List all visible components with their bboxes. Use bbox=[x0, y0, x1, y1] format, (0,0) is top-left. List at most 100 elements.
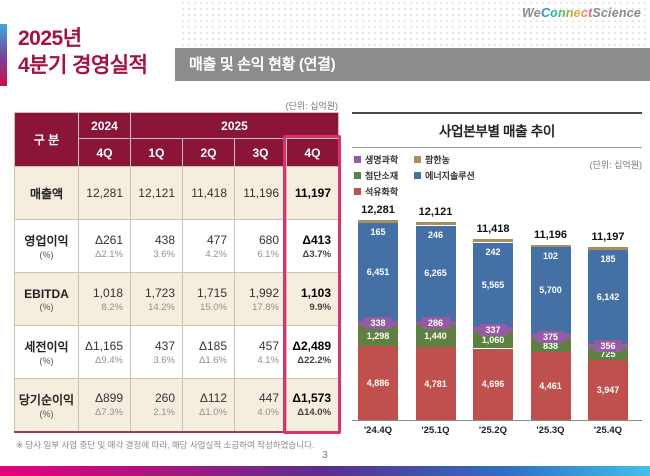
cell-percent: Δ1.6% bbox=[199, 354, 227, 366]
cell-value: 11,197 bbox=[294, 186, 332, 200]
chart-title: 사업본부별 매출 추이 bbox=[352, 112, 642, 148]
table-header-row-quarters: 4Q 1Q 2Q 3Q 4Q bbox=[15, 138, 340, 167]
bar-segment-첨단소재 bbox=[358, 325, 398, 346]
table-cell: Δ413 Δ3.7% bbox=[285, 219, 340, 273]
cell-value: 680 bbox=[258, 232, 279, 247]
bar-segment-팜한농 bbox=[473, 238, 513, 243]
cell-percent: 6.1% bbox=[257, 248, 279, 260]
segment-value-label: 3,947 bbox=[596, 385, 620, 395]
segment-value-label-pamhannong: 242 bbox=[485, 246, 501, 257]
cell-value: 1,018 bbox=[92, 285, 123, 300]
stacked-bar-plot: 4,886 1,298 338 6,451 165 12,281 '24.4Q 4,781 1,… bbox=[352, 110, 642, 440]
segment-value-label: 6,142 bbox=[596, 291, 620, 302]
revenue-chart-panel: 사업본부별 매출 추이 생명과학 첨단소재 석유화학 팜한농 에너지솔루션 (단위: 십… bbox=[352, 110, 642, 440]
table-quarter-header: 1Q bbox=[130, 138, 183, 167]
x-axis-category-label: '24.4Q bbox=[363, 425, 393, 436]
bar-total-label: 11,418 bbox=[476, 222, 510, 235]
slide-title-line2: 4분기 경영실적 bbox=[18, 54, 148, 77]
logo-science: Science bbox=[592, 6, 641, 20]
slide-title: 2025년 4분기 경영실적 bbox=[18, 25, 148, 79]
table-quarter-header: 3Q bbox=[234, 138, 287, 167]
table-cell: 12,281 bbox=[78, 166, 131, 220]
bar-segment-팜한농 bbox=[588, 247, 628, 250]
bar-segment-석유화학 bbox=[473, 348, 513, 420]
cell-value: 1,715 bbox=[196, 285, 227, 300]
bar-total-label: 11,197 bbox=[591, 231, 625, 244]
cell-percent: 4.1% bbox=[257, 354, 279, 366]
financial-table: 구 분 2024 2025 4Q 1Q 2Q 3Q 4Q 매출액 12,281 12,121 11,… bbox=[14, 112, 340, 433]
row-label: 세전이익 (%) bbox=[14, 325, 79, 379]
cell-value: 1,103 bbox=[300, 285, 332, 300]
legend-item: 석유화학 bbox=[354, 185, 398, 198]
table-cell: Δ261 Δ2.1% bbox=[78, 219, 131, 273]
table-cell: 477 4.2% bbox=[182, 219, 235, 273]
table-cell: 260 2.1% bbox=[130, 378, 183, 432]
bar-segment-에너지솔루션 bbox=[415, 225, 456, 321]
cell-value: 11,418 bbox=[191, 186, 227, 200]
cell-percent: 2.1% bbox=[153, 407, 175, 419]
segment-value-label: 6,265 bbox=[424, 268, 447, 279]
segment-value-label: 838 bbox=[542, 340, 559, 351]
legend-item: 첨단소재 bbox=[354, 169, 398, 182]
table-cell: 457 4.1% bbox=[234, 325, 287, 379]
row-label-sub: (%) bbox=[39, 301, 54, 312]
row-label: EBITDA (%) bbox=[14, 272, 79, 326]
page-number: 3 bbox=[322, 450, 328, 461]
bar-segment-석유화학 bbox=[415, 347, 456, 420]
legend-item: 팜한농 bbox=[414, 153, 475, 166]
table-row: EBITDA (%) 1,018 8.2% 1,723 14.2% 1,715 15.0% 1,… bbox=[14, 272, 340, 326]
cell-percent: 4.0% bbox=[257, 407, 279, 419]
table-row: 매출액 12,281 12,121 11,418 11,196 11,197 bbox=[14, 166, 340, 220]
segment-value-label: 4,781 bbox=[424, 378, 447, 389]
cell-value: Δ2,489 bbox=[292, 338, 332, 353]
legend-swatch-icon bbox=[354, 156, 361, 163]
x-axis-category-label: '25.1Q bbox=[421, 425, 450, 436]
table-year-header: 2025 bbox=[129, 112, 340, 139]
cell-percent: Δ1.0% bbox=[199, 407, 227, 419]
bar-segment-석유화학 bbox=[588, 359, 628, 420]
bottom-gradient-bar bbox=[0, 466, 650, 476]
row-label-sub: (%) bbox=[39, 356, 54, 366]
table-cell: 447 4.0% bbox=[234, 378, 287, 432]
table-cell: 1,992 17.8% bbox=[234, 272, 287, 326]
segment-value-label-pamhannong: 165 bbox=[370, 226, 386, 237]
segment-value-label: 356 bbox=[594, 340, 622, 353]
background-dot-pattern bbox=[180, 0, 650, 46]
segment-value-label: 286 bbox=[421, 317, 450, 330]
cell-percent: Δ9.4% bbox=[95, 354, 123, 366]
segment-value-label-pamhannong: 185 bbox=[600, 254, 616, 264]
x-axis-category-label: '25.2Q bbox=[478, 425, 508, 436]
legend-label: 생명과학 bbox=[365, 155, 399, 165]
table-cell: 11,196 bbox=[234, 166, 287, 220]
row-label: 매출액 bbox=[14, 166, 79, 220]
cell-value: 457 bbox=[258, 338, 279, 353]
cell-percent: 4.2% bbox=[205, 248, 227, 260]
cell-value: 1,992 bbox=[248, 285, 279, 300]
cell-percent: 8.2% bbox=[101, 301, 123, 313]
legend-label: 에너지솔루션 bbox=[425, 171, 475, 181]
x-axis-line bbox=[352, 420, 642, 421]
bar-total-label: 12,121 bbox=[418, 205, 453, 218]
cell-value: Δ1,573 bbox=[292, 391, 332, 406]
table-row: 당기순이익 (%) Δ899 Δ7.3% 260 2.1% Δ112 Δ1.0% 447 4.0%… bbox=[14, 378, 340, 432]
bar-segment-팜한농 bbox=[415, 221, 456, 226]
table-cell: 12,121 bbox=[130, 166, 183, 220]
table-cell: Δ112 Δ1.0% bbox=[182, 378, 235, 432]
table-quarter-header: 4Q bbox=[285, 138, 340, 167]
title-accent-bar bbox=[0, 24, 7, 86]
segment-value-label: 1,298 bbox=[366, 330, 390, 341]
cell-percent: 15.0% bbox=[200, 301, 227, 313]
row-label: 영업이익 (%) bbox=[14, 219, 79, 273]
x-axis-category-label: '25.3Q bbox=[536, 425, 565, 436]
bar-segment-에너지솔루션 bbox=[358, 222, 398, 321]
table-unit-label: (단위: 십억원) bbox=[285, 101, 338, 111]
table-cell: 11,418 bbox=[182, 166, 235, 220]
table-quarter-header: 2Q bbox=[182, 138, 235, 167]
legend-item: 생명과학 bbox=[354, 153, 398, 166]
table-quarter-header: 4Q bbox=[78, 138, 131, 167]
section-header: 매출 및 손익 현황 (연결) bbox=[175, 48, 650, 81]
table-cell: 1,018 8.2% bbox=[78, 272, 131, 326]
cell-value: Δ899 bbox=[94, 391, 123, 406]
